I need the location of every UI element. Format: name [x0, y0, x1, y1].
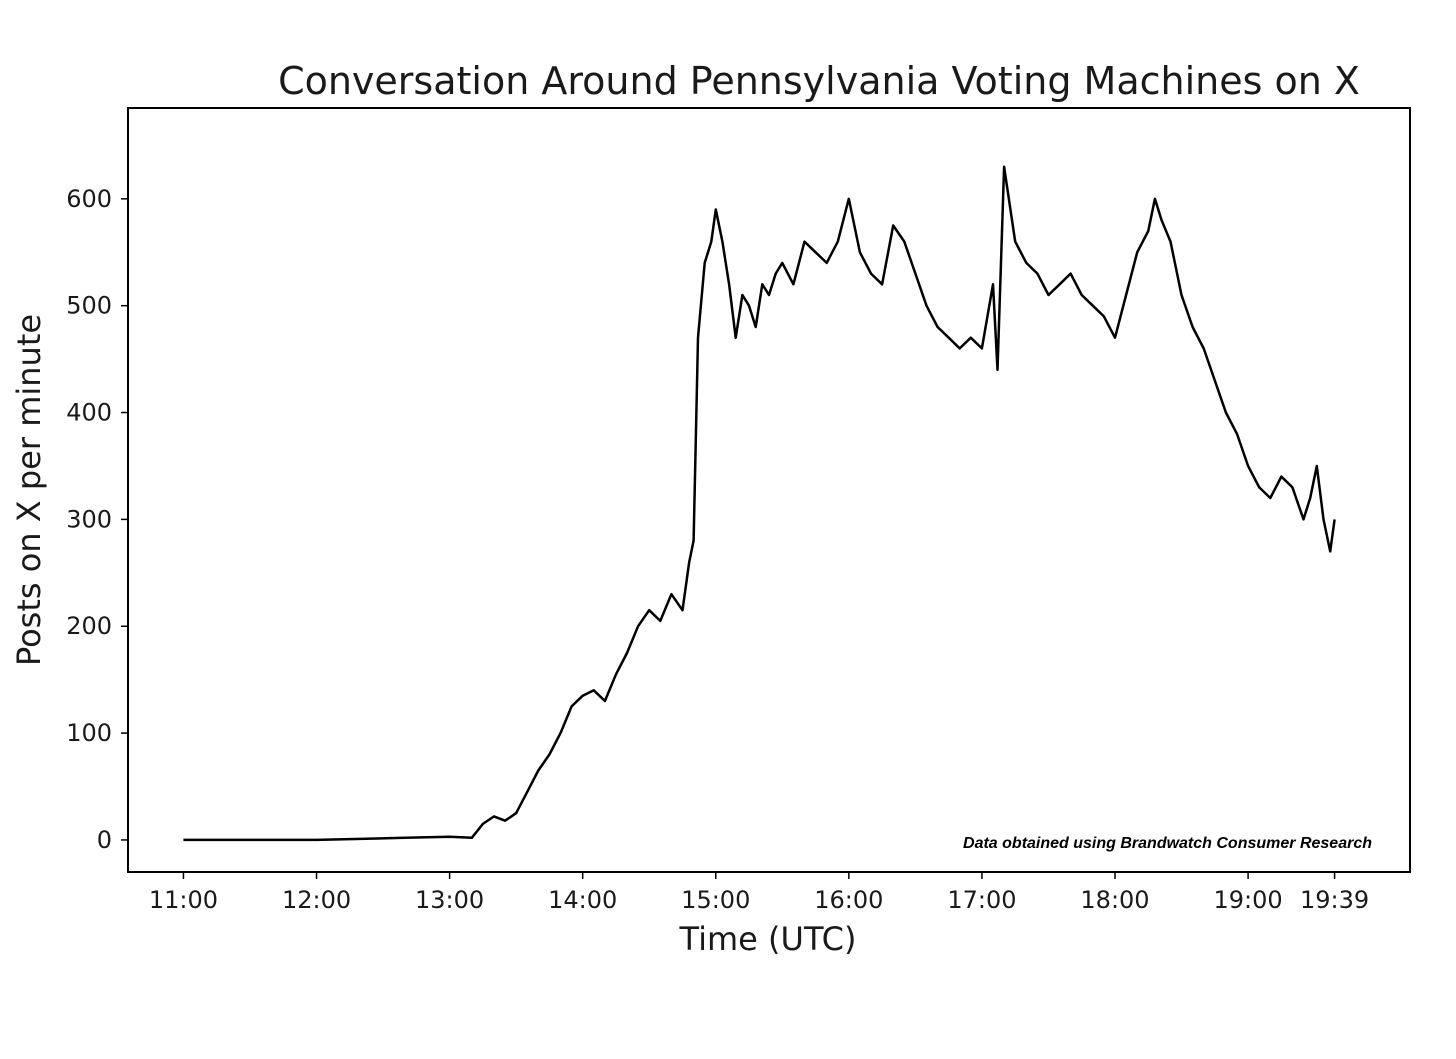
x-tick-label: 16:00: [814, 886, 883, 914]
x-tick-label: 13:00: [415, 886, 484, 914]
series-line: [183, 165, 1336, 842]
y-tick-label: 600: [66, 185, 112, 213]
x-tick-label: 18:00: [1080, 886, 1149, 914]
y-tick-label: 300: [66, 505, 112, 533]
x-axis: 11:00 12:00 13:00 14:00 15:00 16:00 17:00 18:00…: [149, 872, 1369, 914]
x-tick-label: 19:39: [1300, 886, 1369, 914]
y-axis: 0 100 200 300 400 500 600: [66, 185, 128, 854]
plot-area: [183, 165, 1336, 842]
x-tick-label: 15:00: [681, 886, 750, 914]
chart-title: Conversation Around Pennsylvania Voting …: [278, 59, 1360, 103]
y-axis-title: Posts on X per minute: [10, 314, 48, 666]
y-tick-label: 100: [66, 719, 112, 747]
y-tick-label: 200: [66, 612, 112, 640]
y-tick-label: 500: [66, 292, 112, 320]
x-axis-title: Time (UTC): [679, 920, 857, 958]
y-tick-label: 0: [97, 826, 112, 854]
x-tick-label: 12:00: [282, 886, 351, 914]
x-tick-label: 11:00: [149, 886, 218, 914]
source-annotation: Data obtained using Brandwatch Consumer …: [963, 835, 1372, 852]
x-tick-label: 17:00: [947, 886, 1016, 914]
y-tick-label: 400: [66, 399, 112, 427]
plot-frame: [127, 107, 1411, 873]
x-tick-label: 19:00: [1214, 886, 1283, 914]
x-tick-label: 14:00: [548, 886, 617, 914]
